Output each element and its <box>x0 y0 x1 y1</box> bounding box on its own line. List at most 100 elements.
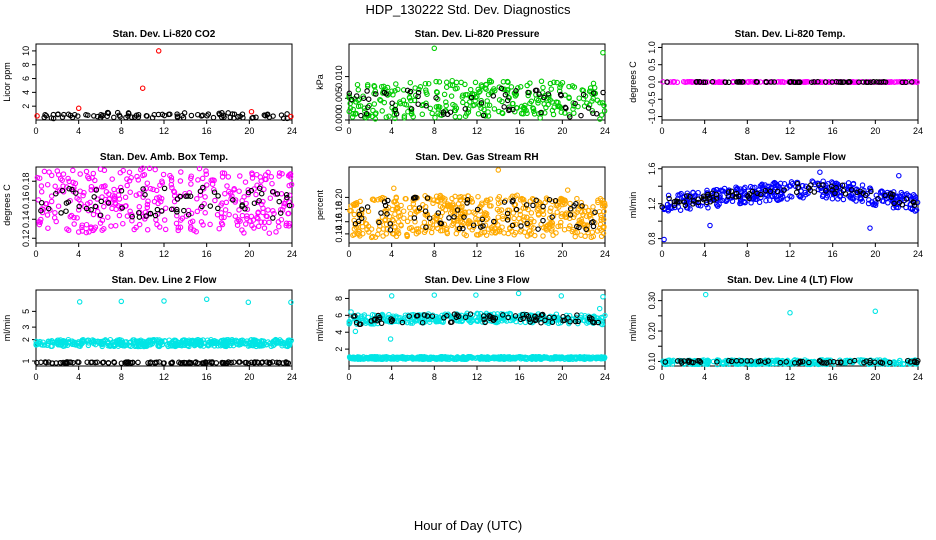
data-point <box>495 222 501 228</box>
data-point <box>482 85 488 91</box>
data-point <box>818 359 825 366</box>
data-point <box>474 93 480 100</box>
data-point <box>369 321 375 327</box>
data-point <box>102 183 108 189</box>
data-point <box>38 200 45 206</box>
data-point <box>178 217 184 223</box>
data-point <box>505 87 511 93</box>
data-point <box>767 188 774 195</box>
data-point <box>369 196 376 203</box>
data-point <box>581 317 587 324</box>
data-point <box>781 181 788 187</box>
x-tick-label: 20 <box>244 126 254 136</box>
x-tick-label: 12 <box>472 249 482 259</box>
data-point <box>569 83 576 89</box>
data-point <box>122 342 129 348</box>
data-point <box>408 111 415 117</box>
data-point <box>574 229 581 235</box>
data-point <box>381 199 388 205</box>
data-point <box>675 192 681 198</box>
x-tick-label: 12 <box>159 249 169 259</box>
data-point <box>440 109 447 115</box>
data-point <box>40 342 46 348</box>
data-point <box>495 200 502 207</box>
data-point <box>534 207 540 213</box>
data-point <box>361 105 368 111</box>
data-point <box>820 192 827 198</box>
data-point <box>847 193 854 199</box>
data-point <box>286 202 293 209</box>
data-point <box>347 207 353 214</box>
data-point <box>601 355 607 361</box>
data-point <box>415 89 422 96</box>
data-point <box>510 106 516 113</box>
data-point <box>678 358 684 364</box>
data-point <box>665 204 671 211</box>
data-point <box>387 221 394 227</box>
data-point <box>490 354 497 360</box>
data-point <box>421 312 428 318</box>
data-point <box>46 338 52 345</box>
data-point <box>911 199 917 206</box>
data-point <box>896 172 902 179</box>
data-point <box>453 79 460 86</box>
data-point <box>714 359 720 365</box>
data-point <box>59 114 66 120</box>
data-point <box>687 206 693 212</box>
data-point <box>218 202 224 208</box>
data-point <box>690 198 697 204</box>
data-point <box>415 101 421 107</box>
data-point <box>483 212 489 219</box>
data-point <box>766 197 773 203</box>
x-tick-label: 24 <box>287 126 297 136</box>
data-point <box>424 195 431 201</box>
data-point <box>231 186 237 192</box>
data-point <box>59 187 66 194</box>
data-point <box>531 218 537 225</box>
data-point <box>861 359 867 366</box>
data-point <box>733 194 739 200</box>
data-point <box>422 208 429 214</box>
data-point <box>77 343 83 349</box>
data-point <box>562 197 568 203</box>
data-point <box>816 182 822 188</box>
data-point <box>535 212 542 218</box>
data-point <box>43 359 49 366</box>
data-point <box>118 360 125 366</box>
data-point <box>912 208 918 214</box>
data-point <box>423 87 429 93</box>
data-point <box>570 106 576 112</box>
data-point <box>391 231 397 237</box>
data-point <box>509 222 516 229</box>
data-point <box>239 202 246 208</box>
data-point <box>204 337 211 343</box>
data-point <box>854 189 860 196</box>
data-point <box>192 359 198 366</box>
data-point <box>368 318 375 324</box>
data-point <box>105 360 112 366</box>
data-point <box>726 79 732 86</box>
data-point <box>528 230 535 236</box>
data-point <box>467 354 474 360</box>
data-point <box>702 79 709 85</box>
data-point <box>474 206 481 213</box>
data-point <box>142 191 148 198</box>
y-tick-label: 0.10 <box>647 353 657 371</box>
data-point <box>278 112 285 118</box>
data-point <box>504 78 511 85</box>
data-point <box>462 81 468 88</box>
data-point <box>513 221 519 228</box>
data-point <box>525 92 531 99</box>
data-point <box>283 192 290 198</box>
data-point <box>75 113 81 119</box>
data-point <box>555 223 561 230</box>
data-point <box>191 227 197 234</box>
data-point <box>222 207 229 213</box>
data-point <box>482 319 488 326</box>
data-point <box>573 201 579 207</box>
data-point <box>601 108 608 114</box>
data-point <box>407 79 414 86</box>
data-point <box>234 222 241 228</box>
data-point <box>35 197 42 203</box>
data-point <box>512 201 519 208</box>
